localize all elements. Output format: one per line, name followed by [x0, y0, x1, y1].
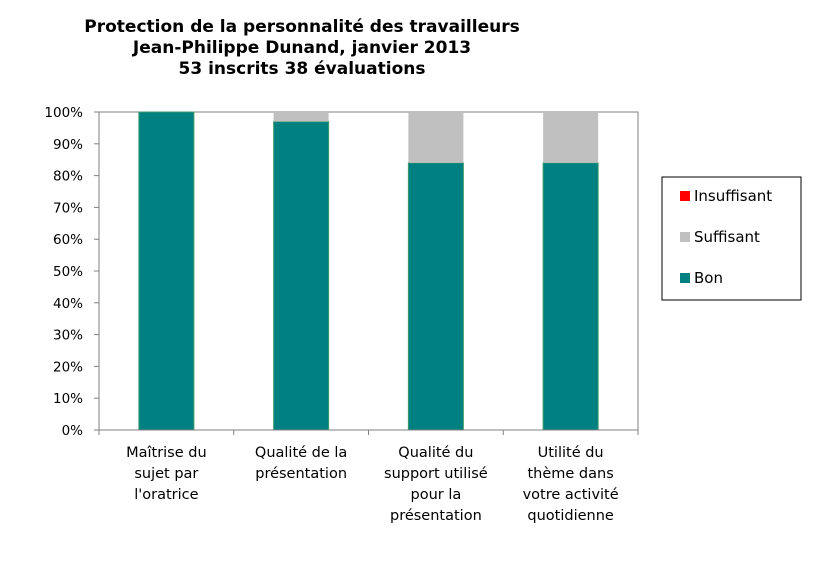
- legend-swatch-bon: [680, 273, 690, 283]
- bar-bon-3: [407, 162, 464, 431]
- legend-label-bon: Bon: [694, 269, 723, 287]
- chart-title-line: Protection de la personnalité des travai…: [84, 17, 519, 37]
- bars: [138, 111, 599, 431]
- legend: Insuffisant Suffisant Bon: [661, 176, 802, 301]
- y-tick-label: 50%: [53, 264, 83, 280]
- x-category-label: support utilisé: [384, 466, 488, 482]
- chart-title: Protection de la personnalité des travai…: [84, 17, 519, 79]
- x-category-label: votre activité: [523, 487, 619, 503]
- legend-swatch-suffisant: [680, 232, 690, 242]
- x-category-label: présentation: [255, 466, 347, 482]
- bar-bon-4: [542, 162, 599, 431]
- y-tick-label: 80%: [53, 169, 83, 185]
- bar-bon-2: [273, 121, 330, 431]
- y-tick-label: 90%: [53, 137, 83, 153]
- legend-label-insuffisant: Insuffisant: [694, 187, 772, 205]
- x-category-label: présentation: [390, 508, 482, 524]
- x-category-label: Utilité du: [538, 445, 604, 461]
- x-category-label: quotidienne: [527, 508, 614, 524]
- y-tick-label: 10%: [53, 391, 83, 407]
- bar-suffisant-4: [543, 112, 599, 163]
- legend-swatch-insuffisant: [680, 191, 690, 201]
- chart-title-line: 53 inscrits 38 évaluations: [179, 59, 426, 79]
- chart-title-line: Jean-Philippe Dunand, janvier 2013: [132, 38, 471, 58]
- x-category-label: Qualité de la: [255, 445, 347, 461]
- x-category-label: pour la: [411, 487, 462, 503]
- x-category-label: sujet par: [134, 466, 198, 482]
- y-tick-label: 70%: [53, 200, 83, 216]
- legend-label-suffisant: Suffisant: [694, 228, 760, 246]
- y-tick-label: 30%: [53, 328, 83, 344]
- y-axis: 0% 10% 20% 30% 40% 50% 60% 70% 80% 90% 100%: [44, 105, 100, 439]
- y-tick-label: 40%: [53, 296, 83, 312]
- x-category-label: thème dans: [527, 466, 613, 482]
- y-tick-label: 60%: [53, 232, 83, 248]
- x-category-label: Maîtrise du: [126, 445, 207, 461]
- x-category-label: l'oratrice: [134, 487, 198, 503]
- y-tick-label: 100%: [44, 105, 83, 121]
- bar-suffisant-2: [273, 112, 329, 122]
- x-axis: Maîtrise du sujet par l'oratrice Qualité de…: [98, 429, 639, 524]
- y-tick-label: 20%: [53, 359, 83, 375]
- bar-bon-1: [138, 111, 195, 431]
- x-category-label: Qualité du: [398, 445, 473, 461]
- y-tick-label: 0%: [62, 423, 84, 439]
- bar-suffisant-3: [408, 112, 464, 163]
